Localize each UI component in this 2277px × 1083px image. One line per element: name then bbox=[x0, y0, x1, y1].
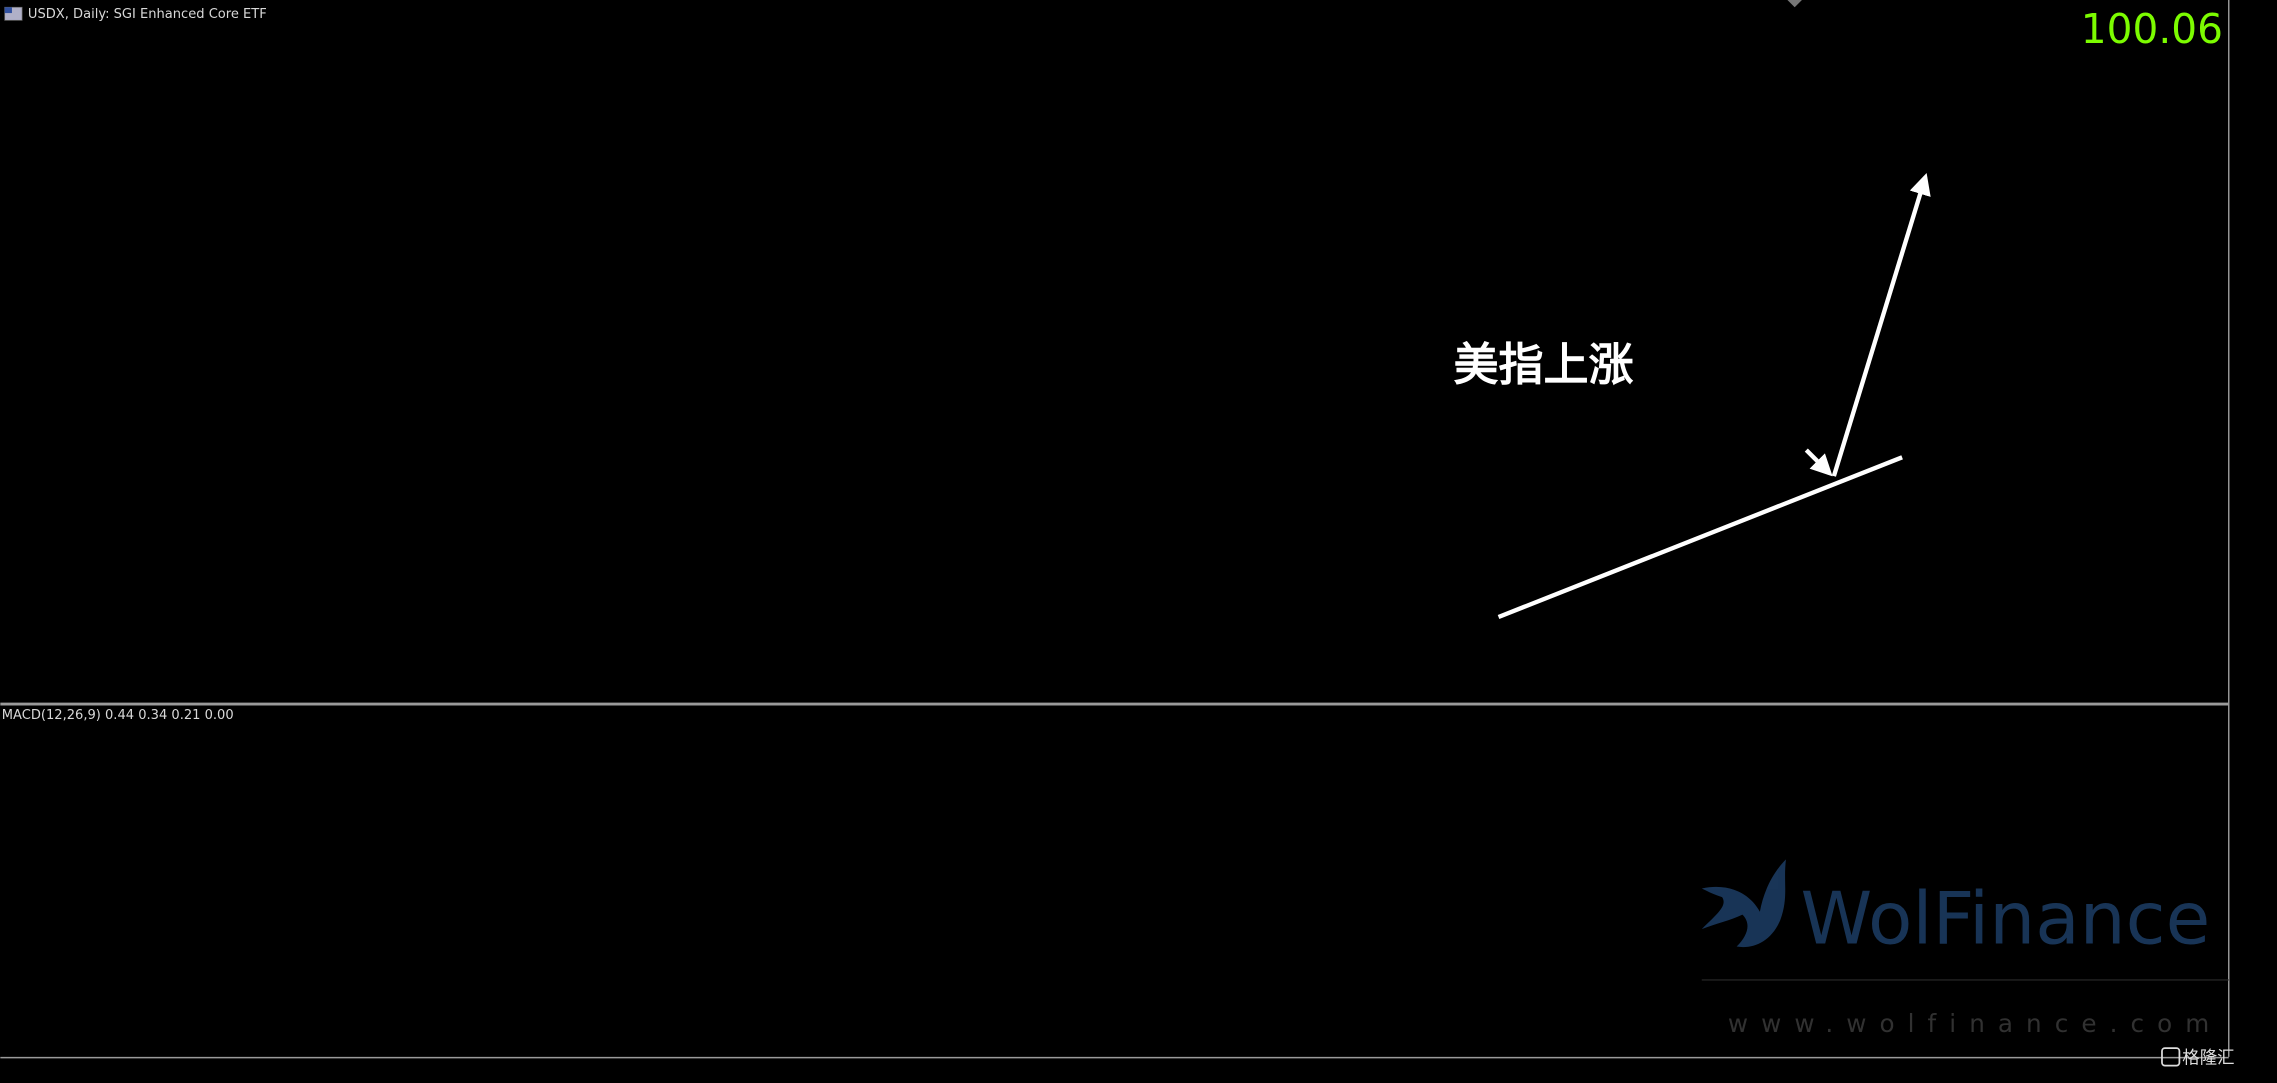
url: www.wolfinance.com bbox=[1728, 1009, 2222, 1038]
source: 格隆汇 bbox=[2182, 1048, 2234, 1068]
watermark: WolFinance www.wolfinance.com bbox=[1701, 859, 2229, 1038]
macd-title: MACD(12,26,9) 0.44 0.34 0.21 0.00 bbox=[2, 708, 234, 723]
arrow bbox=[1831, 172, 1931, 477]
current-price-big: 100.06 bbox=[2081, 5, 2223, 53]
trend-line bbox=[1497, 455, 1903, 620]
chart-title: USDX, Daily: SGI Enhanced Core ETF bbox=[28, 7, 267, 22]
shift-marker bbox=[1787, 0, 1802, 8]
wolf-logo bbox=[1701, 859, 1786, 948]
annotation: 美指上涨 bbox=[1454, 338, 1634, 391]
arrow bbox=[1804, 448, 1833, 477]
symbol-icon-flag bbox=[4, 7, 12, 14]
logo-box bbox=[2161, 1047, 2181, 1067]
brand: WolFinance bbox=[1800, 877, 2210, 961]
source-logo: 格隆汇 bbox=[2161, 1047, 2235, 1068]
